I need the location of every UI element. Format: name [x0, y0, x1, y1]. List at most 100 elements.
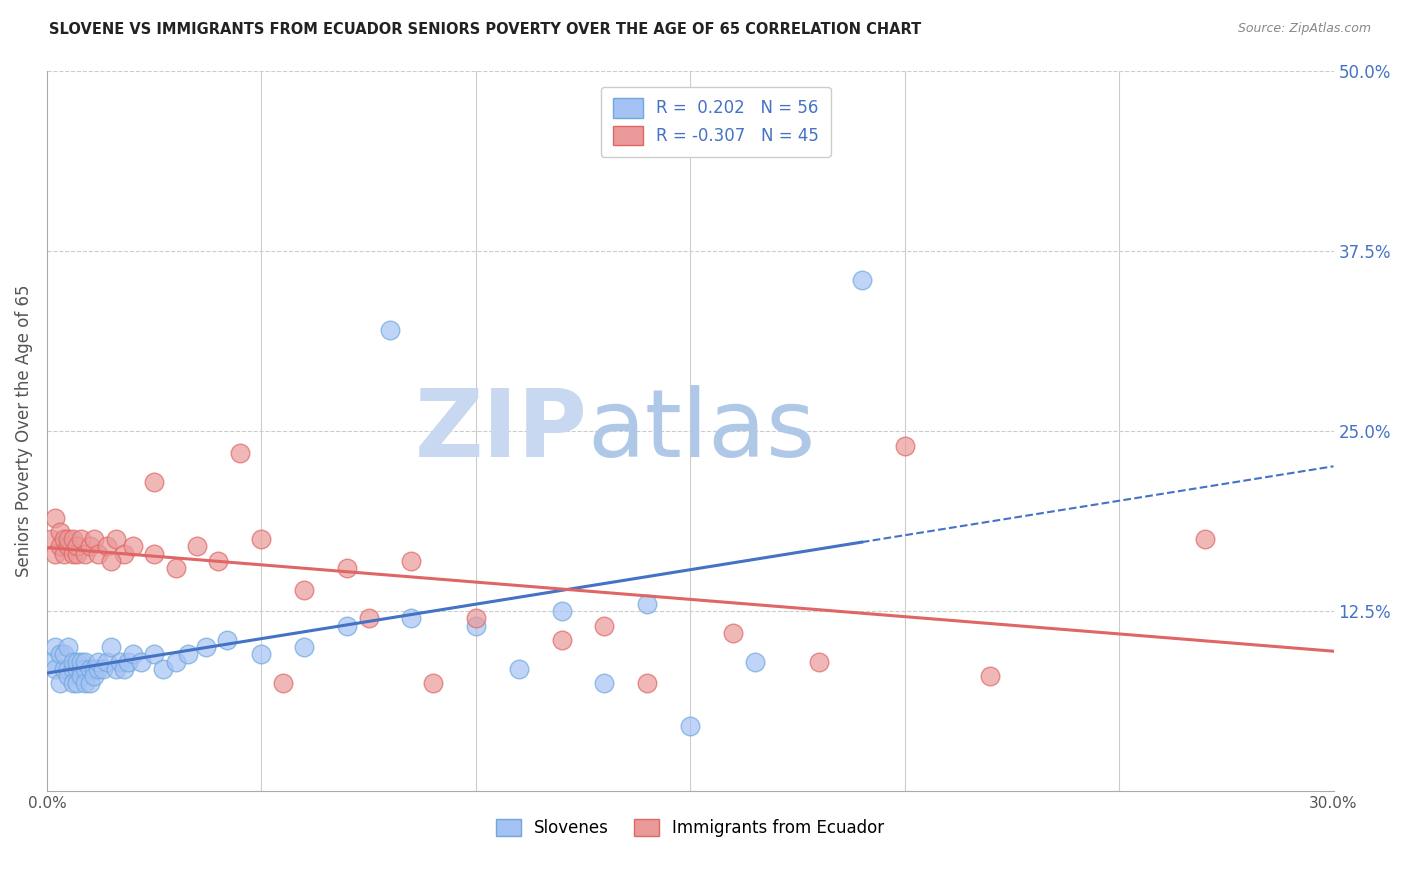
Point: [62, 532, 84, 546]
Point: [70, 655, 93, 669]
Point: [593, 676, 616, 690]
Point: [401, 611, 423, 625]
Point: [87, 547, 110, 561]
Point: [207, 554, 229, 568]
Point: [70, 669, 93, 683]
Point: [70, 662, 93, 676]
Point: [53, 547, 76, 561]
Point: [593, 618, 616, 632]
Point: [53, 648, 76, 662]
Point: [87, 662, 110, 676]
Point: [143, 475, 166, 489]
Point: [112, 662, 135, 676]
Point: [679, 719, 702, 733]
Point: [250, 532, 273, 546]
Point: [100, 554, 122, 568]
Point: [636, 676, 658, 690]
Point: [893, 439, 915, 453]
Point: [58, 640, 80, 655]
Point: [1194, 532, 1216, 546]
Point: [62, 662, 84, 676]
Point: [357, 611, 380, 625]
Point: [79, 540, 101, 554]
Point: [165, 561, 187, 575]
Point: [66, 547, 89, 561]
Point: [177, 648, 200, 662]
Point: [422, 676, 444, 690]
Point: [75, 547, 97, 561]
Point: [851, 273, 873, 287]
Point: [336, 618, 359, 632]
Text: Source: ZipAtlas.com: Source: ZipAtlas.com: [1237, 22, 1371, 36]
Point: [75, 676, 97, 690]
Point: [292, 582, 315, 597]
Point: [744, 655, 766, 669]
Point: [62, 655, 84, 669]
Point: [58, 662, 80, 676]
Point: [143, 648, 166, 662]
Point: [44, 547, 66, 561]
Point: [721, 625, 744, 640]
Text: ZIP: ZIP: [415, 385, 588, 477]
Point: [292, 640, 315, 655]
Point: [129, 655, 152, 669]
Point: [108, 655, 131, 669]
Point: [44, 510, 66, 524]
Point: [100, 640, 122, 655]
Point: [215, 633, 238, 648]
Point: [336, 561, 359, 575]
Text: atlas: atlas: [588, 385, 815, 477]
Point: [401, 554, 423, 568]
Point: [79, 662, 101, 676]
Point: [550, 633, 572, 648]
Point: [550, 604, 572, 618]
Point: [53, 532, 76, 546]
Legend: Slovenes, Immigrants from Ecuador: Slovenes, Immigrants from Ecuador: [489, 813, 891, 844]
Point: [979, 669, 1001, 683]
Point: [58, 532, 80, 546]
Point: [464, 618, 486, 632]
Point: [508, 662, 530, 676]
Point: [66, 655, 89, 669]
Point: [70, 532, 93, 546]
Point: [39, 655, 62, 669]
Point: [117, 655, 139, 669]
Point: [378, 323, 401, 337]
Point: [194, 640, 217, 655]
Y-axis label: Seniors Poverty Over the Age of 65: Seniors Poverty Over the Age of 65: [15, 285, 32, 577]
Point: [75, 662, 97, 676]
Point: [165, 655, 187, 669]
Point: [121, 540, 143, 554]
Point: [66, 662, 89, 676]
Point: [152, 662, 174, 676]
Point: [464, 611, 486, 625]
Point: [250, 648, 273, 662]
Point: [49, 524, 72, 539]
Point: [49, 648, 72, 662]
Point: [96, 655, 118, 669]
Point: [104, 662, 127, 676]
Point: [807, 655, 830, 669]
Point: [83, 662, 105, 676]
Point: [44, 640, 66, 655]
Point: [143, 547, 166, 561]
Point: [66, 676, 89, 690]
Point: [49, 540, 72, 554]
Point: [104, 532, 127, 546]
Point: [121, 648, 143, 662]
Point: [91, 662, 114, 676]
Point: [83, 532, 105, 546]
Point: [62, 547, 84, 561]
Point: [66, 540, 89, 554]
Point: [58, 540, 80, 554]
Point: [79, 676, 101, 690]
Point: [62, 676, 84, 690]
Point: [112, 547, 135, 561]
Point: [49, 676, 72, 690]
Point: [39, 532, 62, 546]
Point: [58, 669, 80, 683]
Text: SLOVENE VS IMMIGRANTS FROM ECUADOR SENIORS POVERTY OVER THE AGE OF 65 CORRELATIO: SLOVENE VS IMMIGRANTS FROM ECUADOR SENIO…: [49, 22, 921, 37]
Point: [75, 655, 97, 669]
Point: [83, 669, 105, 683]
Point: [96, 540, 118, 554]
